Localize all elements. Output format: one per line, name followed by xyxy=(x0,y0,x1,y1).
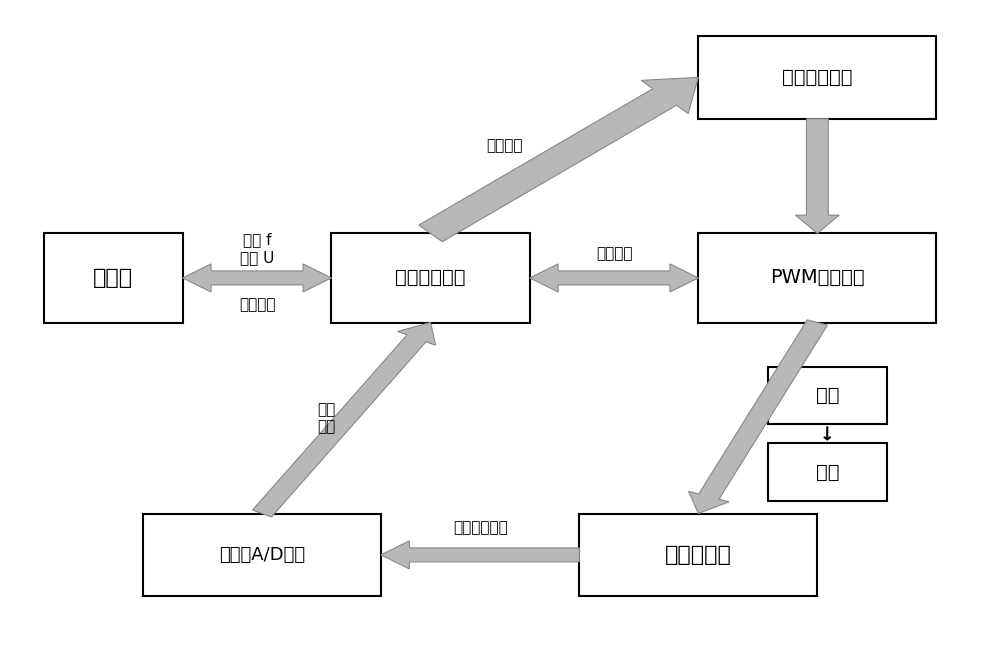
Text: 计算控制中心: 计算控制中心 xyxy=(395,268,466,288)
FancyBboxPatch shape xyxy=(331,233,530,322)
Text: 电流电压信号: 电流电压信号 xyxy=(453,521,508,535)
Text: 频率 f
电压 U: 频率 f 电压 U xyxy=(240,232,274,265)
Text: 全控整流电路: 全控整流电路 xyxy=(782,68,853,87)
FancyBboxPatch shape xyxy=(768,444,887,501)
Text: 数字
信号: 数字 信号 xyxy=(317,402,336,434)
Text: 故障反馈: 故障反馈 xyxy=(239,297,275,312)
FancyBboxPatch shape xyxy=(698,36,936,119)
Polygon shape xyxy=(253,322,436,517)
Polygon shape xyxy=(419,77,698,242)
FancyBboxPatch shape xyxy=(768,367,887,424)
Polygon shape xyxy=(796,119,839,233)
Text: 采样与A/D转换: 采样与A/D转换 xyxy=(219,546,305,564)
FancyBboxPatch shape xyxy=(143,513,381,596)
Text: 显示屏: 显示屏 xyxy=(93,268,133,288)
Text: 触发信号: 触发信号 xyxy=(487,138,523,154)
Text: 滤波: 滤波 xyxy=(816,386,839,405)
FancyBboxPatch shape xyxy=(44,233,183,322)
Text: 升压: 升压 xyxy=(816,462,839,482)
Polygon shape xyxy=(689,320,827,513)
Polygon shape xyxy=(530,264,698,292)
Polygon shape xyxy=(381,541,579,569)
Polygon shape xyxy=(183,264,331,292)
FancyBboxPatch shape xyxy=(579,513,817,596)
Text: 被试电抗器: 被试电抗器 xyxy=(665,545,732,565)
Text: PWM逆变电路: PWM逆变电路 xyxy=(770,268,865,288)
Text: 调制信号: 调制信号 xyxy=(596,246,632,261)
FancyBboxPatch shape xyxy=(698,233,936,322)
